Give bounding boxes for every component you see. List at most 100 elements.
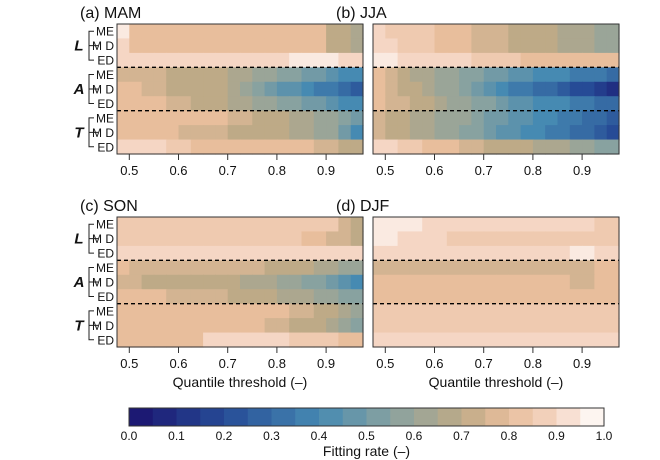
heatmap-cell bbox=[215, 52, 229, 68]
heatmap-cell bbox=[397, 125, 411, 141]
group-label: L bbox=[74, 38, 83, 55]
heatmap-cell bbox=[117, 67, 130, 83]
heatmap-cell bbox=[446, 110, 460, 126]
heatmap-cell bbox=[203, 231, 216, 247]
heatmap-cell bbox=[178, 245, 192, 261]
heatmap-cell bbox=[459, 52, 472, 68]
heatmap-cell bbox=[545, 217, 559, 233]
heatmap-cell bbox=[397, 303, 411, 319]
heatmap-cell bbox=[496, 260, 509, 276]
heatmap-cell bbox=[350, 231, 364, 247]
heatmap-cell bbox=[326, 139, 339, 155]
heatmap-cell bbox=[545, 245, 559, 261]
heatmap-cell bbox=[434, 96, 448, 112]
heatmap-cell bbox=[446, 217, 460, 233]
heatmap-cell bbox=[545, 231, 559, 247]
panel-title: (c) SON bbox=[80, 198, 138, 215]
heatmap-cell bbox=[141, 260, 155, 276]
heatmap-cell bbox=[129, 24, 143, 40]
heatmap-cell bbox=[203, 67, 216, 83]
heatmap-cell bbox=[141, 274, 155, 290]
heatmap-cell bbox=[240, 231, 253, 247]
heatmap-cell bbox=[215, 260, 229, 276]
heatmap-cell bbox=[153, 260, 167, 276]
heatmap-cell bbox=[483, 274, 497, 290]
heatmap-cell bbox=[508, 52, 522, 68]
heatmap-cell bbox=[606, 260, 620, 276]
heatmap-cell bbox=[166, 274, 180, 290]
heatmap-cell bbox=[153, 52, 167, 68]
heatmap-cell bbox=[582, 52, 595, 68]
heatmap-cell bbox=[569, 24, 583, 40]
heatmap-cell bbox=[532, 139, 546, 155]
heatmap-cell bbox=[446, 274, 460, 290]
heatmap-cell bbox=[459, 274, 472, 290]
heatmap-cell bbox=[276, 67, 290, 83]
heatmap-cell bbox=[326, 52, 339, 68]
heatmap-cell bbox=[446, 231, 460, 247]
heatmap-cell bbox=[203, 260, 216, 276]
heatmap-cell bbox=[373, 260, 386, 276]
heatmap-cell bbox=[508, 24, 522, 40]
group-label: A bbox=[73, 274, 85, 291]
heatmap-cell bbox=[276, 24, 290, 40]
heatmap-cell bbox=[240, 67, 253, 83]
heatmap-cell bbox=[385, 52, 399, 68]
heatmap-cell bbox=[203, 318, 216, 334]
colorbar-bin bbox=[532, 408, 557, 426]
heatmap-cell bbox=[532, 81, 546, 97]
heatmap-cell bbox=[264, 67, 278, 83]
colorbar-bin bbox=[224, 408, 249, 426]
heatmap-cell bbox=[373, 303, 386, 319]
heatmap-cell bbox=[496, 110, 509, 126]
heatmap-cell bbox=[496, 289, 509, 305]
heatmap-cell bbox=[141, 303, 155, 319]
row-label: ED bbox=[97, 247, 114, 261]
heatmap-cell bbox=[190, 67, 204, 83]
heatmap-cell bbox=[409, 96, 423, 112]
heatmap-cell bbox=[569, 110, 583, 126]
heatmap-cell bbox=[606, 81, 620, 97]
heatmap-cell bbox=[153, 96, 167, 112]
row-label: ED bbox=[97, 333, 114, 347]
panel-frame bbox=[372, 23, 620, 155]
heatmap-cell bbox=[178, 110, 192, 126]
heatmap-cell bbox=[141, 110, 155, 126]
heatmap-cell bbox=[557, 24, 571, 40]
colorbar-tick-label: 0.0 bbox=[121, 429, 138, 443]
heatmap-cell bbox=[508, 289, 522, 305]
heatmap-cell bbox=[582, 110, 595, 126]
colorbar-label: Fitting rate (–) bbox=[323, 443, 410, 459]
heatmap-cell bbox=[569, 139, 583, 155]
heatmap-cell bbox=[422, 318, 436, 334]
heatmap-cell bbox=[397, 332, 411, 348]
heatmap-cell bbox=[141, 24, 155, 40]
heatmap-cell bbox=[215, 217, 229, 233]
heatmap-cell bbox=[153, 217, 167, 233]
heatmap-cell bbox=[520, 231, 534, 247]
heatmap-cell bbox=[508, 81, 522, 97]
heatmap-cell bbox=[153, 24, 167, 40]
group-bracket bbox=[88, 74, 98, 104]
heatmap-cell bbox=[385, 110, 399, 126]
heatmap-cell bbox=[606, 231, 620, 247]
row-label: ED bbox=[97, 97, 114, 111]
x-tick-label: 0.5 bbox=[376, 163, 394, 178]
heatmap-cell bbox=[471, 38, 485, 54]
group-label: T bbox=[74, 317, 85, 334]
heatmap-cell bbox=[264, 24, 278, 40]
heatmap-cell bbox=[434, 139, 448, 155]
heatmap-cell bbox=[496, 24, 509, 40]
heatmap-cell bbox=[301, 260, 315, 276]
heatmap-cell bbox=[409, 139, 423, 155]
heatmap-cell bbox=[326, 245, 339, 261]
heatmap-cell bbox=[301, 67, 315, 83]
heatmap-cell bbox=[397, 289, 411, 305]
heatmap-cell bbox=[569, 318, 583, 334]
heatmap-cell bbox=[326, 110, 339, 126]
heatmap-cell bbox=[532, 332, 546, 348]
x-tick-label: 0.6 bbox=[169, 356, 187, 371]
panel-frame bbox=[116, 23, 364, 155]
heatmap-cell bbox=[422, 245, 436, 261]
